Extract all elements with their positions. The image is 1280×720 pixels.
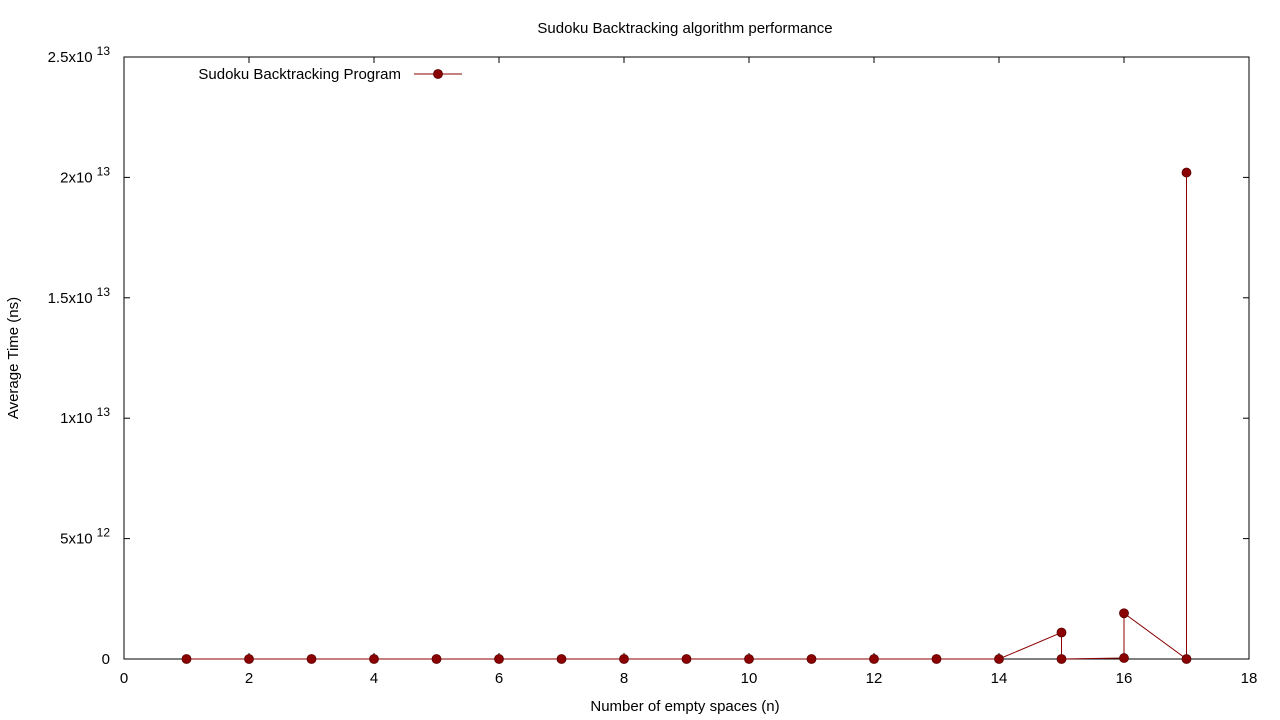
x-tick-label: 18 bbox=[1241, 670, 1258, 687]
data-point bbox=[181, 654, 192, 664]
data-point bbox=[744, 654, 754, 664]
data-point bbox=[1181, 167, 1192, 178]
data-point bbox=[994, 654, 1004, 664]
x-tick-label: 4 bbox=[370, 670, 378, 687]
data-point bbox=[1056, 654, 1067, 664]
data-point bbox=[369, 654, 379, 664]
y-tick-label: 1x10 13 bbox=[60, 405, 110, 427]
y-tick-label: 5x10 12 bbox=[60, 526, 110, 548]
x-tick-label: 14 bbox=[991, 670, 1008, 687]
data-point bbox=[244, 654, 254, 664]
data-point bbox=[1056, 627, 1067, 638]
x-axis-label: Number of empty spaces (n) bbox=[590, 698, 779, 715]
data-point bbox=[931, 654, 942, 664]
data-point bbox=[869, 654, 879, 664]
legend: Sudoku Backtracking Program bbox=[198, 66, 462, 83]
data-point bbox=[306, 654, 317, 664]
x-tick-label: 2 bbox=[245, 670, 253, 687]
y-axis-label: Average Time (ns) bbox=[5, 297, 22, 419]
data-point bbox=[556, 654, 567, 664]
series-layer bbox=[181, 167, 1192, 664]
x-tick-label: 12 bbox=[866, 670, 883, 687]
legend-entry-label: Sudoku Backtracking Program bbox=[198, 66, 401, 83]
data-point bbox=[681, 654, 692, 664]
data-point bbox=[1181, 654, 1192, 664]
y-tick-label: 2x10 13 bbox=[60, 164, 110, 186]
x-tick-label: 8 bbox=[620, 670, 628, 687]
data-point bbox=[1119, 608, 1129, 619]
y-tick-label: 0 bbox=[102, 651, 110, 668]
x-tick-label: 6 bbox=[495, 670, 503, 687]
legend-marker bbox=[433, 69, 443, 79]
data-point bbox=[619, 654, 629, 664]
chart-title: Sudoku Backtracking algorithm performanc… bbox=[537, 20, 832, 37]
x-tick-label: 10 bbox=[741, 670, 758, 687]
y-tick-label: 1.5x10 13 bbox=[48, 285, 111, 307]
x-tick-label: 16 bbox=[1116, 670, 1133, 687]
series-line bbox=[186, 172, 1187, 660]
y-tick-label: 2.5x10 13 bbox=[48, 44, 111, 66]
axis-ticks: 0 2 4 6 8 10 12 14 16 18 0 5x10 12 1x10 13 1.5x10 13 2x10… bbox=[48, 44, 1258, 687]
plot-frame bbox=[123, 56, 1250, 660]
data-point bbox=[1119, 653, 1129, 663]
data-point bbox=[806, 654, 817, 664]
data-point bbox=[431, 654, 442, 664]
data-point bbox=[494, 654, 504, 664]
x-tick-label: 0 bbox=[120, 670, 128, 687]
